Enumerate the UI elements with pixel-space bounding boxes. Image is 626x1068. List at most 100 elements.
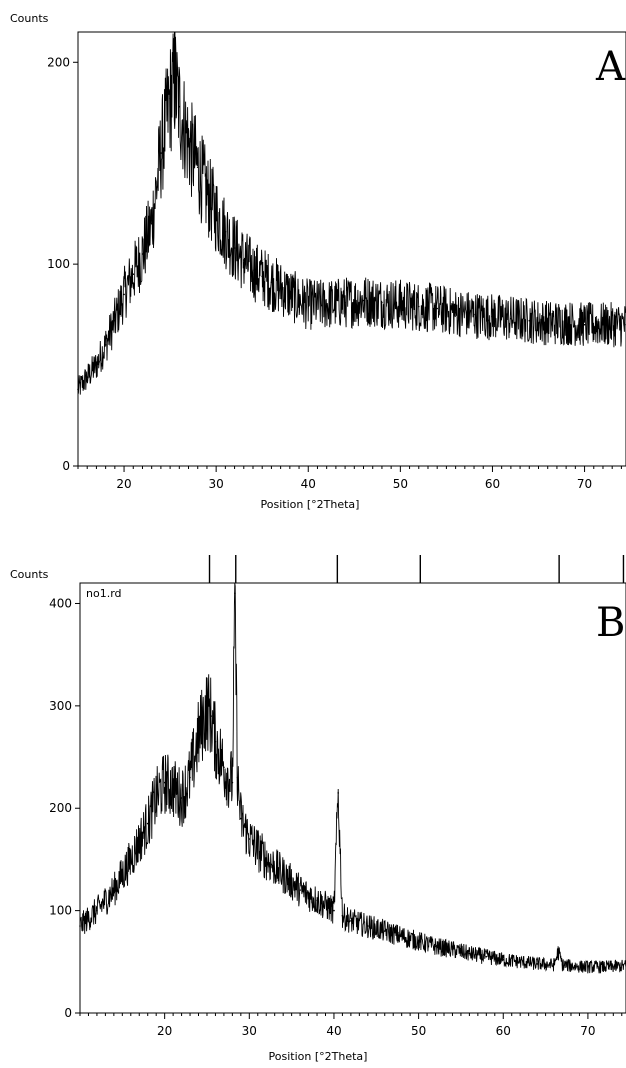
x-tick-label: 40 (326, 1024, 341, 1038)
x-tick-label: 50 (393, 477, 408, 491)
y-tick-label: 0 (64, 1006, 72, 1020)
data-point (344, 301, 346, 304)
data-point (604, 966, 606, 968)
data-point (299, 889, 301, 891)
panel-a-y-axis-label: Counts (10, 12, 49, 25)
data-point (316, 899, 318, 902)
data-point (206, 192, 208, 195)
data-point (536, 963, 538, 965)
x-tick-label: 60 (485, 477, 500, 491)
data-point (252, 269, 254, 272)
data-point (399, 303, 402, 306)
x-tick-label: 20 (157, 1024, 172, 1038)
x-tick-label: 70 (580, 1024, 595, 1038)
panel-a-chart: Counts A Position [°2Theta] 0 100 200 20 30… (10, 12, 626, 511)
data-point (240, 817, 242, 820)
data-point (95, 364, 98, 366)
data-point (233, 247, 236, 249)
data-point (570, 965, 572, 967)
data-point (231, 781, 234, 784)
y-tick-label: 200 (49, 801, 72, 815)
data-point (473, 313, 475, 316)
data-point (178, 105, 181, 108)
panel-b-x-ticks: 20 30 40 50 60 70 (79, 1013, 623, 1038)
data-point (325, 303, 328, 306)
data-point (367, 925, 369, 927)
data-point (451, 948, 454, 951)
data-point (519, 961, 521, 963)
y-tick-label: 100 (47, 257, 70, 271)
panel-a-x-ticks: 20 30 40 50 60 70 (77, 466, 622, 491)
data-point (187, 142, 190, 144)
data-point (418, 305, 420, 308)
data-point (583, 323, 586, 326)
data-point (282, 874, 285, 876)
data-point (298, 299, 300, 302)
data-point (236, 776, 239, 779)
data-point (383, 930, 386, 932)
data-point (565, 321, 567, 324)
panel-b-reference-markers (208, 555, 625, 583)
data-point (104, 344, 107, 346)
data-point (113, 889, 115, 891)
data-point (553, 964, 555, 966)
x-tick-label: 40 (301, 477, 316, 491)
x-tick-label: 20 (116, 477, 131, 491)
data-point (491, 315, 494, 318)
y-tick-label: 0 (62, 459, 70, 473)
panel-b-x-axis-label: Position [°2Theta] (269, 1050, 368, 1063)
data-point (502, 959, 505, 961)
data-point (160, 152, 162, 154)
y-tick-label: 100 (49, 904, 72, 918)
data-point (546, 321, 549, 324)
panel-b-file-label: no1.rd (86, 587, 122, 600)
data-point (206, 707, 208, 709)
panel-a-x-axis-label: Position [°2Theta] (261, 498, 360, 511)
x-tick-label: 60 (496, 1024, 511, 1038)
data-point (224, 231, 227, 233)
data-point (132, 273, 135, 276)
data-point (234, 592, 236, 594)
panel-b-chart: Counts no1.rd B Position [°2Theta] 0 100 2… (10, 555, 626, 1063)
data-point (197, 735, 200, 738)
panel-b-series (79, 582, 626, 974)
data-point (561, 964, 564, 966)
data-point (333, 909, 335, 912)
data-point (602, 323, 604, 326)
data-point (337, 792, 340, 794)
data-point (510, 317, 512, 320)
data-point (248, 838, 251, 840)
data-point (214, 740, 217, 743)
data-point (341, 914, 344, 917)
x-tick-label: 30 (242, 1024, 257, 1038)
data-point (223, 766, 225, 769)
data-point (289, 293, 291, 296)
data-point (114, 319, 116, 322)
data-point (528, 319, 531, 322)
data-point (485, 955, 488, 958)
y-tick-label: 300 (49, 699, 72, 713)
panel-a-plot-frame (77, 31, 626, 467)
x-tick-label: 70 (577, 477, 592, 491)
data-point (400, 935, 403, 937)
data-point (96, 909, 98, 912)
data-point (362, 299, 365, 302)
data-point (468, 952, 471, 955)
data-point (123, 293, 125, 296)
data-point (196, 166, 199, 168)
data-point (243, 259, 245, 261)
data-point (587, 966, 589, 968)
data-point (557, 950, 560, 953)
data-point (180, 797, 183, 799)
panel-a-label: A (595, 44, 626, 90)
data-point (146, 822, 149, 825)
panel-a-series (77, 33, 626, 395)
data-point (434, 945, 437, 948)
x-tick-label: 30 (209, 477, 224, 491)
data-point (130, 858, 132, 861)
data-point (307, 303, 310, 306)
data-trace (79, 582, 626, 974)
y-tick-label: 200 (47, 55, 70, 69)
data-point (189, 776, 191, 779)
data-point (79, 925, 81, 927)
